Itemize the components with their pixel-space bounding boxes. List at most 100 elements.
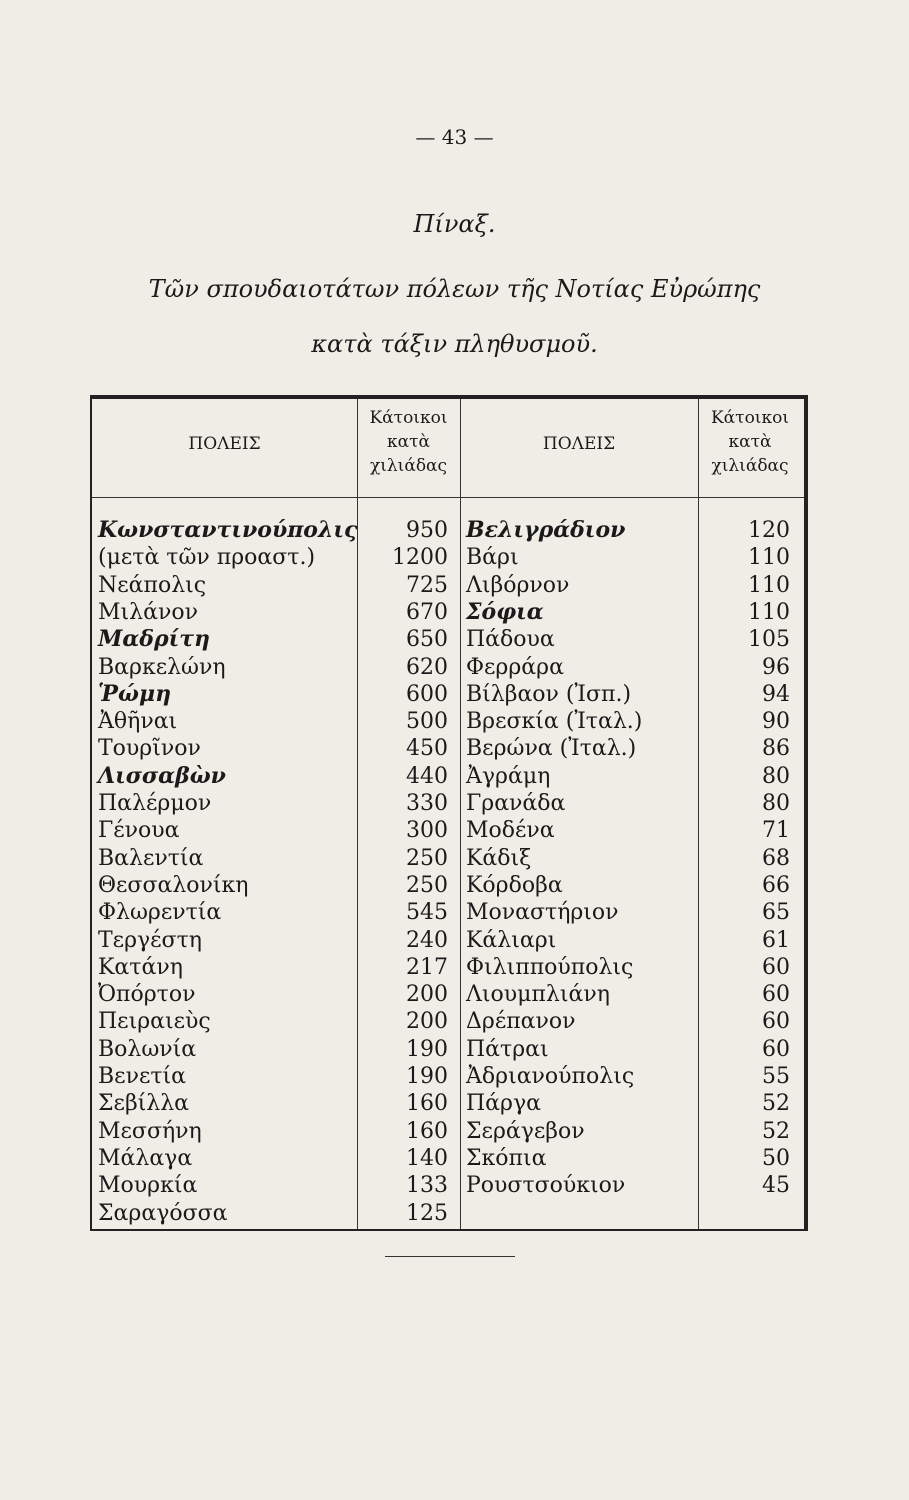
population: 60 [762,954,790,980]
city-name: Ἀγράμη [466,763,551,789]
city-name: Νεάπολις [98,572,207,598]
city-name: Βαρκελώνη [98,654,226,680]
population: 52 [762,1118,790,1144]
city-name: Φερράρα [466,654,564,680]
population: 133 [406,1173,448,1199]
column-header: χιλιάδας [711,456,789,476]
population: 330 [406,791,448,816]
population: 140 [406,1145,448,1171]
population: 1200 [392,545,448,571]
population: 300 [406,818,448,844]
city-name: Κόρδοβα [466,872,563,898]
city-name: Βίλβαον (Ἰσπ.) [466,681,632,707]
population: 217 [406,954,448,980]
city-name: Τεργέστη [98,927,202,953]
population: 80 [762,791,790,816]
city-name: Σόφια [466,598,544,625]
city-name: Σεβίλλα [98,1091,190,1117]
population: 160 [406,1091,448,1117]
population: 110 [748,572,790,598]
city-name: Μάλαγα [98,1145,193,1171]
population: 94 [762,681,790,707]
city-name: Λισσαβὼν [98,762,226,789]
population: 620 [406,654,448,680]
population: 80 [762,763,790,789]
city-name: Φιλιππούπολις [466,954,634,980]
city-name: Κάλιαρι [466,927,557,953]
city-name: Λιουμπλιάνη [466,982,610,1008]
population: 125 [406,1200,448,1226]
population: 60 [762,982,790,1008]
population: 105 [748,627,790,653]
population: 50 [762,1145,790,1171]
population: 60 [762,1036,790,1062]
population: 55 [762,1064,790,1089]
population: 86 [762,736,790,762]
city-name: Πάδουα [466,627,555,653]
city-name: Τουρῖνον [98,736,201,762]
city-name: Ρουστσούκιον [466,1173,626,1199]
population: 600 [406,681,448,707]
city-name: Μεσσήνη [98,1118,202,1144]
city-name: Πάτραι [466,1036,549,1062]
population: 65 [762,900,790,926]
title: Πίναξ. [413,210,496,238]
population: 60 [762,1009,790,1035]
city-name: Σκόπια [466,1145,547,1171]
population: 200 [406,982,448,1008]
city-name: Κατάνη [98,954,183,980]
column-header: κατὰ [387,432,430,452]
city-name: Παλέρμον [98,791,212,816]
city-name: Βρεσκία (Ἰταλ.) [466,709,643,735]
population: 190 [406,1064,448,1089]
city-name: Ἀθῆναι [98,709,178,735]
city-name: Δρέπανον [466,1009,576,1035]
column-header: ΠΟΛΕΙΣ [542,434,616,454]
population: 190 [406,1036,448,1062]
city-name: Βάρι [466,545,519,571]
population: 52 [762,1091,790,1117]
population: 45 [762,1173,790,1199]
city-name: Βελιγράδιον [466,517,626,543]
city-name: Σαραγόσσα [98,1200,228,1226]
population: 250 [406,845,448,871]
column-header: χιλιάδας [369,456,448,476]
population: 110 [748,599,790,625]
column-header: κατὰ [728,432,772,452]
city-name: Βερώνα (Ἰταλ.) [466,736,637,762]
city-name: Γρανάδα [466,791,566,816]
city-name: Μαδρίτη [98,626,211,653]
city-name: Κάδιξ [466,845,532,871]
city-name: Ἀδριανούπολις [466,1064,635,1089]
column-header: ΠΟΛΕΙΣ [188,434,261,454]
city-name: Ῥώμη [98,680,172,707]
city-name: Βενετία [98,1064,186,1089]
city-name: Μοναστήριον [466,900,619,926]
population: 650 [406,627,448,653]
population: 71 [762,818,790,844]
city-name: Κωνσταντινούπολις [98,517,358,543]
city-name: Μοδένα [466,818,555,844]
population: 200 [406,1009,448,1035]
population: 670 [406,599,448,625]
city-name: Σεράγεβον [466,1118,585,1144]
subtitle: Τῶν σπουδαιοτάτων πόλεων τῆς Νοτίας Εὐρώ… [148,275,761,303]
population: 440 [406,763,448,789]
column-header: Κάτοικοι [710,408,789,428]
population: 725 [406,572,448,598]
population: 68 [762,845,790,871]
subtitle: κατὰ τάξιν πληθυσμοῦ. [311,330,598,358]
table: ΠΟΛΕΙΣ Κάτοικοι κατὰ χιλιάδας ΠΟΛΕΙΣ Κάτοικοι… [90,395,808,1231]
population: 450 [406,736,448,762]
city-name: Πάργα [466,1091,541,1117]
city-name: Φλωρεντία [98,900,222,926]
population: 61 [762,927,790,953]
population: 240 [406,927,448,953]
city-name: Πειραιεὺς [98,1009,211,1035]
column-header: Κάτοικοι [369,408,448,428]
population: 120 [748,518,790,543]
population: 96 [762,654,790,680]
population: 250 [406,872,448,898]
population: 500 [406,709,448,735]
